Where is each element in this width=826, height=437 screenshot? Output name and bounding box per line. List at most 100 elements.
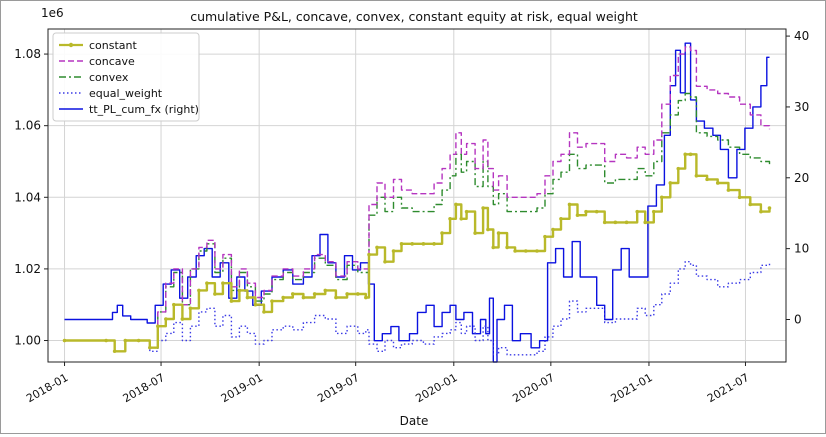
constant-point	[543, 234, 547, 239]
constant-point	[156, 324, 160, 328]
right-y-tick-label: 40	[794, 29, 809, 43]
series-line-tt-pl-cum-fx-right	[64, 42, 770, 363]
constant-point	[659, 195, 664, 200]
constant-point	[375, 245, 379, 250]
constant-point	[262, 310, 266, 314]
x-tick-label: 2019-07	[315, 371, 361, 405]
constant-point	[683, 152, 688, 157]
constant-point	[454, 202, 458, 207]
constant-point	[759, 209, 763, 214]
constant-point	[245, 295, 250, 300]
constant-point	[270, 299, 274, 303]
constant-point	[399, 242, 404, 246]
x-tick-label: 2021-01	[609, 371, 655, 405]
constant-point	[356, 292, 360, 296]
constant-point	[205, 281, 209, 286]
constant-point	[715, 181, 720, 185]
constant-point	[464, 209, 469, 214]
x-tick-label: 2018-01	[24, 371, 70, 405]
constant-point	[281, 295, 285, 300]
constant-point	[367, 252, 371, 257]
legend-label: tt_PL_cum_fx (right)	[89, 103, 199, 116]
constant-point	[602, 220, 607, 225]
constant-point	[383, 259, 387, 264]
constant-point	[112, 349, 117, 354]
legend-marker	[68, 42, 74, 48]
constant-point	[496, 231, 501, 235]
constant-point	[123, 338, 128, 343]
constant-point	[486, 227, 490, 232]
constant-point	[643, 220, 648, 225]
right-y-tick-label: 30	[794, 100, 809, 114]
constant-point	[148, 345, 152, 350]
left-y-tick-label: 1.08	[14, 47, 41, 61]
constant-point	[197, 288, 201, 293]
constant-point	[624, 220, 629, 225]
constant-point	[345, 292, 349, 296]
constant-point	[705, 177, 709, 182]
constant-point	[237, 288, 242, 293]
constant-point	[253, 302, 258, 307]
constant-point	[613, 220, 618, 225]
constant-point	[481, 206, 485, 210]
constant-point	[559, 216, 563, 221]
constant-point	[448, 216, 452, 221]
legend-label: convex	[89, 71, 129, 84]
right-y-axis-ticks: 0 10 20 30 40	[786, 29, 809, 326]
constant-point	[668, 181, 673, 185]
constant-point	[459, 216, 464, 221]
legend-label: constant	[89, 39, 138, 52]
legend-label: equal_weight	[89, 87, 163, 100]
right-y-tick-label: 20	[794, 171, 809, 185]
constant-point	[505, 245, 509, 250]
constant-point	[188, 306, 193, 311]
constant-point	[737, 195, 742, 200]
constant-point	[172, 302, 176, 307]
constant-point	[312, 292, 317, 296]
constant-point	[748, 202, 753, 207]
x-axis-ticks: 2018-01 2018-07 2019-01 2019-07 2020-01 2020-…	[24, 362, 751, 405]
constant-point	[491, 245, 496, 250]
constant-point	[229, 299, 234, 303]
series-layer	[62, 42, 772, 363]
legend: constant concave convex equal_weight tt_PL_c…	[52, 32, 200, 122]
constant-point	[421, 242, 426, 246]
left-y-tick-label: 1.04	[14, 190, 41, 204]
left-y-tick-label: 1.02	[14, 262, 41, 276]
left-y-tick-label: 1.06	[14, 119, 41, 133]
constant-point	[535, 249, 539, 253]
constant-point	[323, 288, 328, 293]
constant-point	[594, 209, 599, 214]
constant-point	[213, 292, 217, 296]
constant-point	[440, 231, 444, 235]
plot-area	[47, 28, 787, 363]
constant-point	[290, 292, 295, 296]
constant-point	[62, 338, 67, 343]
constant-point	[688, 152, 693, 157]
right-y-tick-label: 10	[794, 242, 809, 256]
series-line-convex	[64, 92, 771, 352]
constant-point	[410, 242, 415, 246]
constant-point	[364, 295, 368, 300]
x-tick-label: 2020-07	[510, 371, 556, 405]
constant-point	[575, 213, 580, 217]
constant-point	[432, 242, 436, 246]
legend-label: concave	[89, 55, 135, 68]
x-tick-label: 2018-07	[121, 371, 167, 405]
constant-point	[334, 295, 338, 300]
constant-point	[104, 338, 108, 343]
x-tick-label: 2020-01	[413, 371, 459, 405]
series-line-concave	[64, 46, 771, 352]
constant-point	[180, 317, 185, 321]
constant-point	[676, 166, 681, 171]
constant-point	[473, 231, 477, 235]
left-y-tick-label: 1.00	[14, 334, 41, 348]
x-tick-label: 2019-01	[219, 371, 265, 405]
constant-point	[164, 317, 168, 321]
legend-box	[52, 32, 200, 122]
right-y-tick-label: 0	[794, 312, 802, 326]
y-offset-label: 1e6	[41, 6, 64, 20]
constant-point	[567, 202, 572, 207]
